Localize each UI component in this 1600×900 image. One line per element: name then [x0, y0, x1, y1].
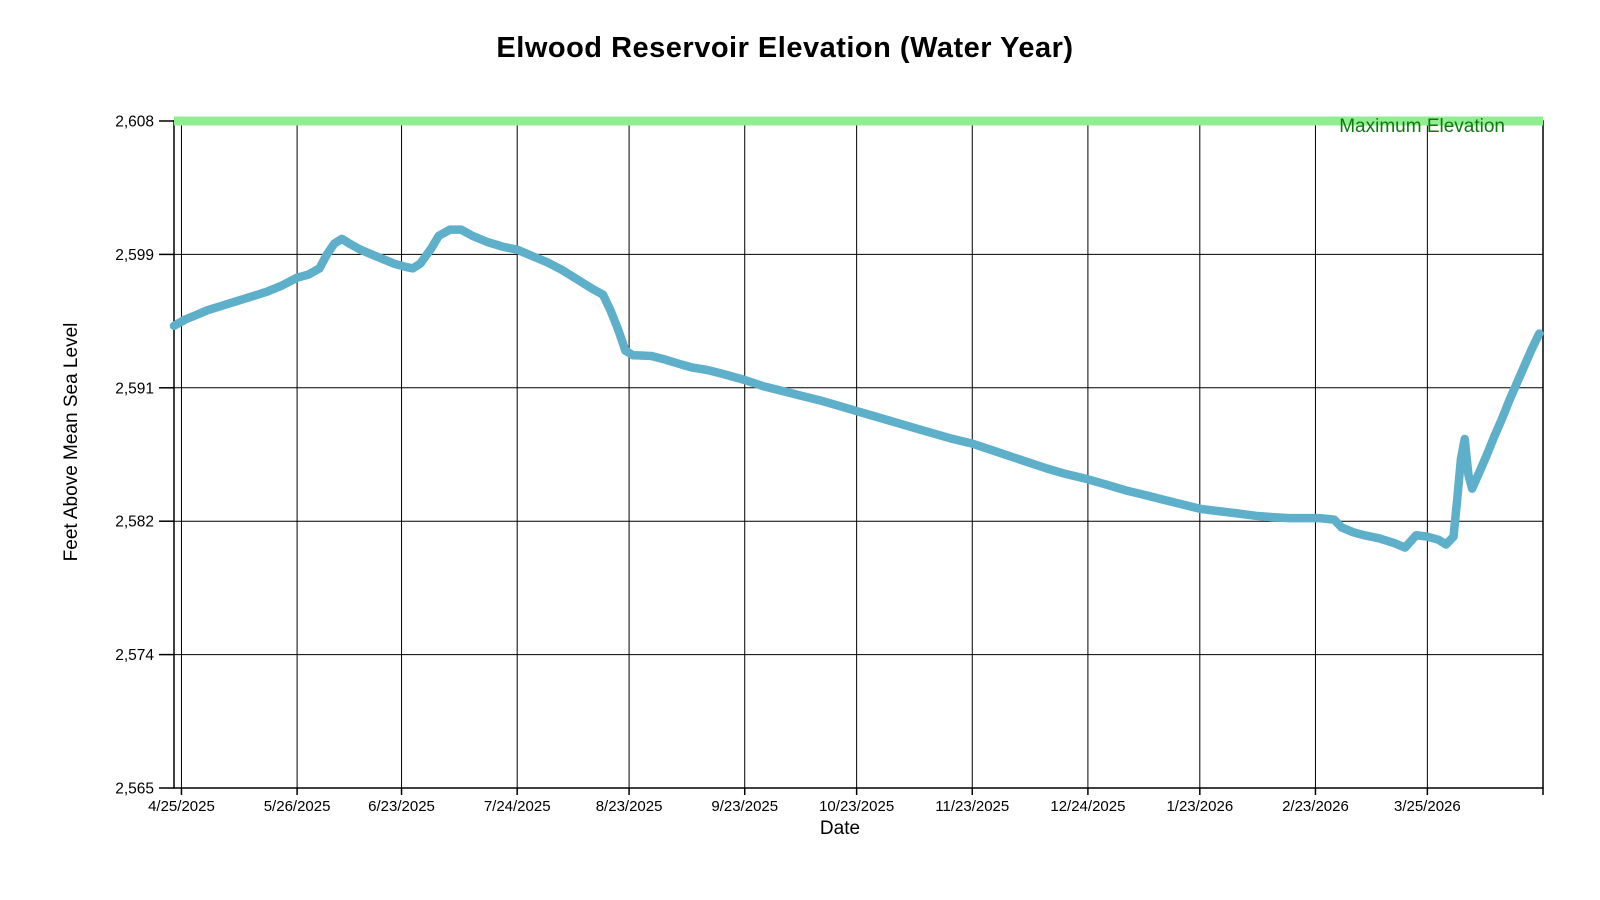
x-tick-label: 4/25/2025 [148, 798, 215, 815]
x-tick-label: 7/24/2025 [484, 798, 551, 815]
x-tick-label: 5/26/2025 [264, 798, 331, 815]
x-tick-label: 11/23/2025 [935, 798, 1009, 815]
elevation-line [169, 225, 1544, 552]
y-tick-label: 2,599 [115, 247, 154, 264]
x-tick-label: 2/23/2026 [1282, 798, 1349, 815]
y-tick-label: 2,608 [115, 114, 154, 131]
y-tick-label: 2,574 [115, 647, 154, 664]
x-tick-label: 8/23/2025 [596, 798, 663, 815]
x-tick-label: 9/23/2025 [711, 798, 778, 815]
y-tick-label: 2,582 [115, 514, 154, 531]
x-tick-label: 6/23/2025 [368, 798, 435, 815]
y-tick-label: 2,591 [115, 380, 154, 397]
x-tick-label: 12/24/2025 [1050, 798, 1125, 815]
max-elevation-band [174, 116, 1543, 126]
x-axis-title: Date [819, 818, 861, 839]
x-tick-label: 1/23/2026 [1166, 798, 1233, 815]
x-tick-label: 3/25/2026 [1394, 798, 1461, 815]
plot-border [173, 120, 1544, 789]
y-tick-label: 2,565 [115, 781, 154, 798]
y-axis-title: Feet Above Mean Sea Level [61, 322, 82, 562]
max-elevation-label: Maximum Elevation [1339, 116, 1505, 137]
chart-title: Elwood Reservoir Elevation (Water Year) [496, 32, 1074, 64]
x-tick-label: 10/23/2025 [819, 798, 894, 815]
